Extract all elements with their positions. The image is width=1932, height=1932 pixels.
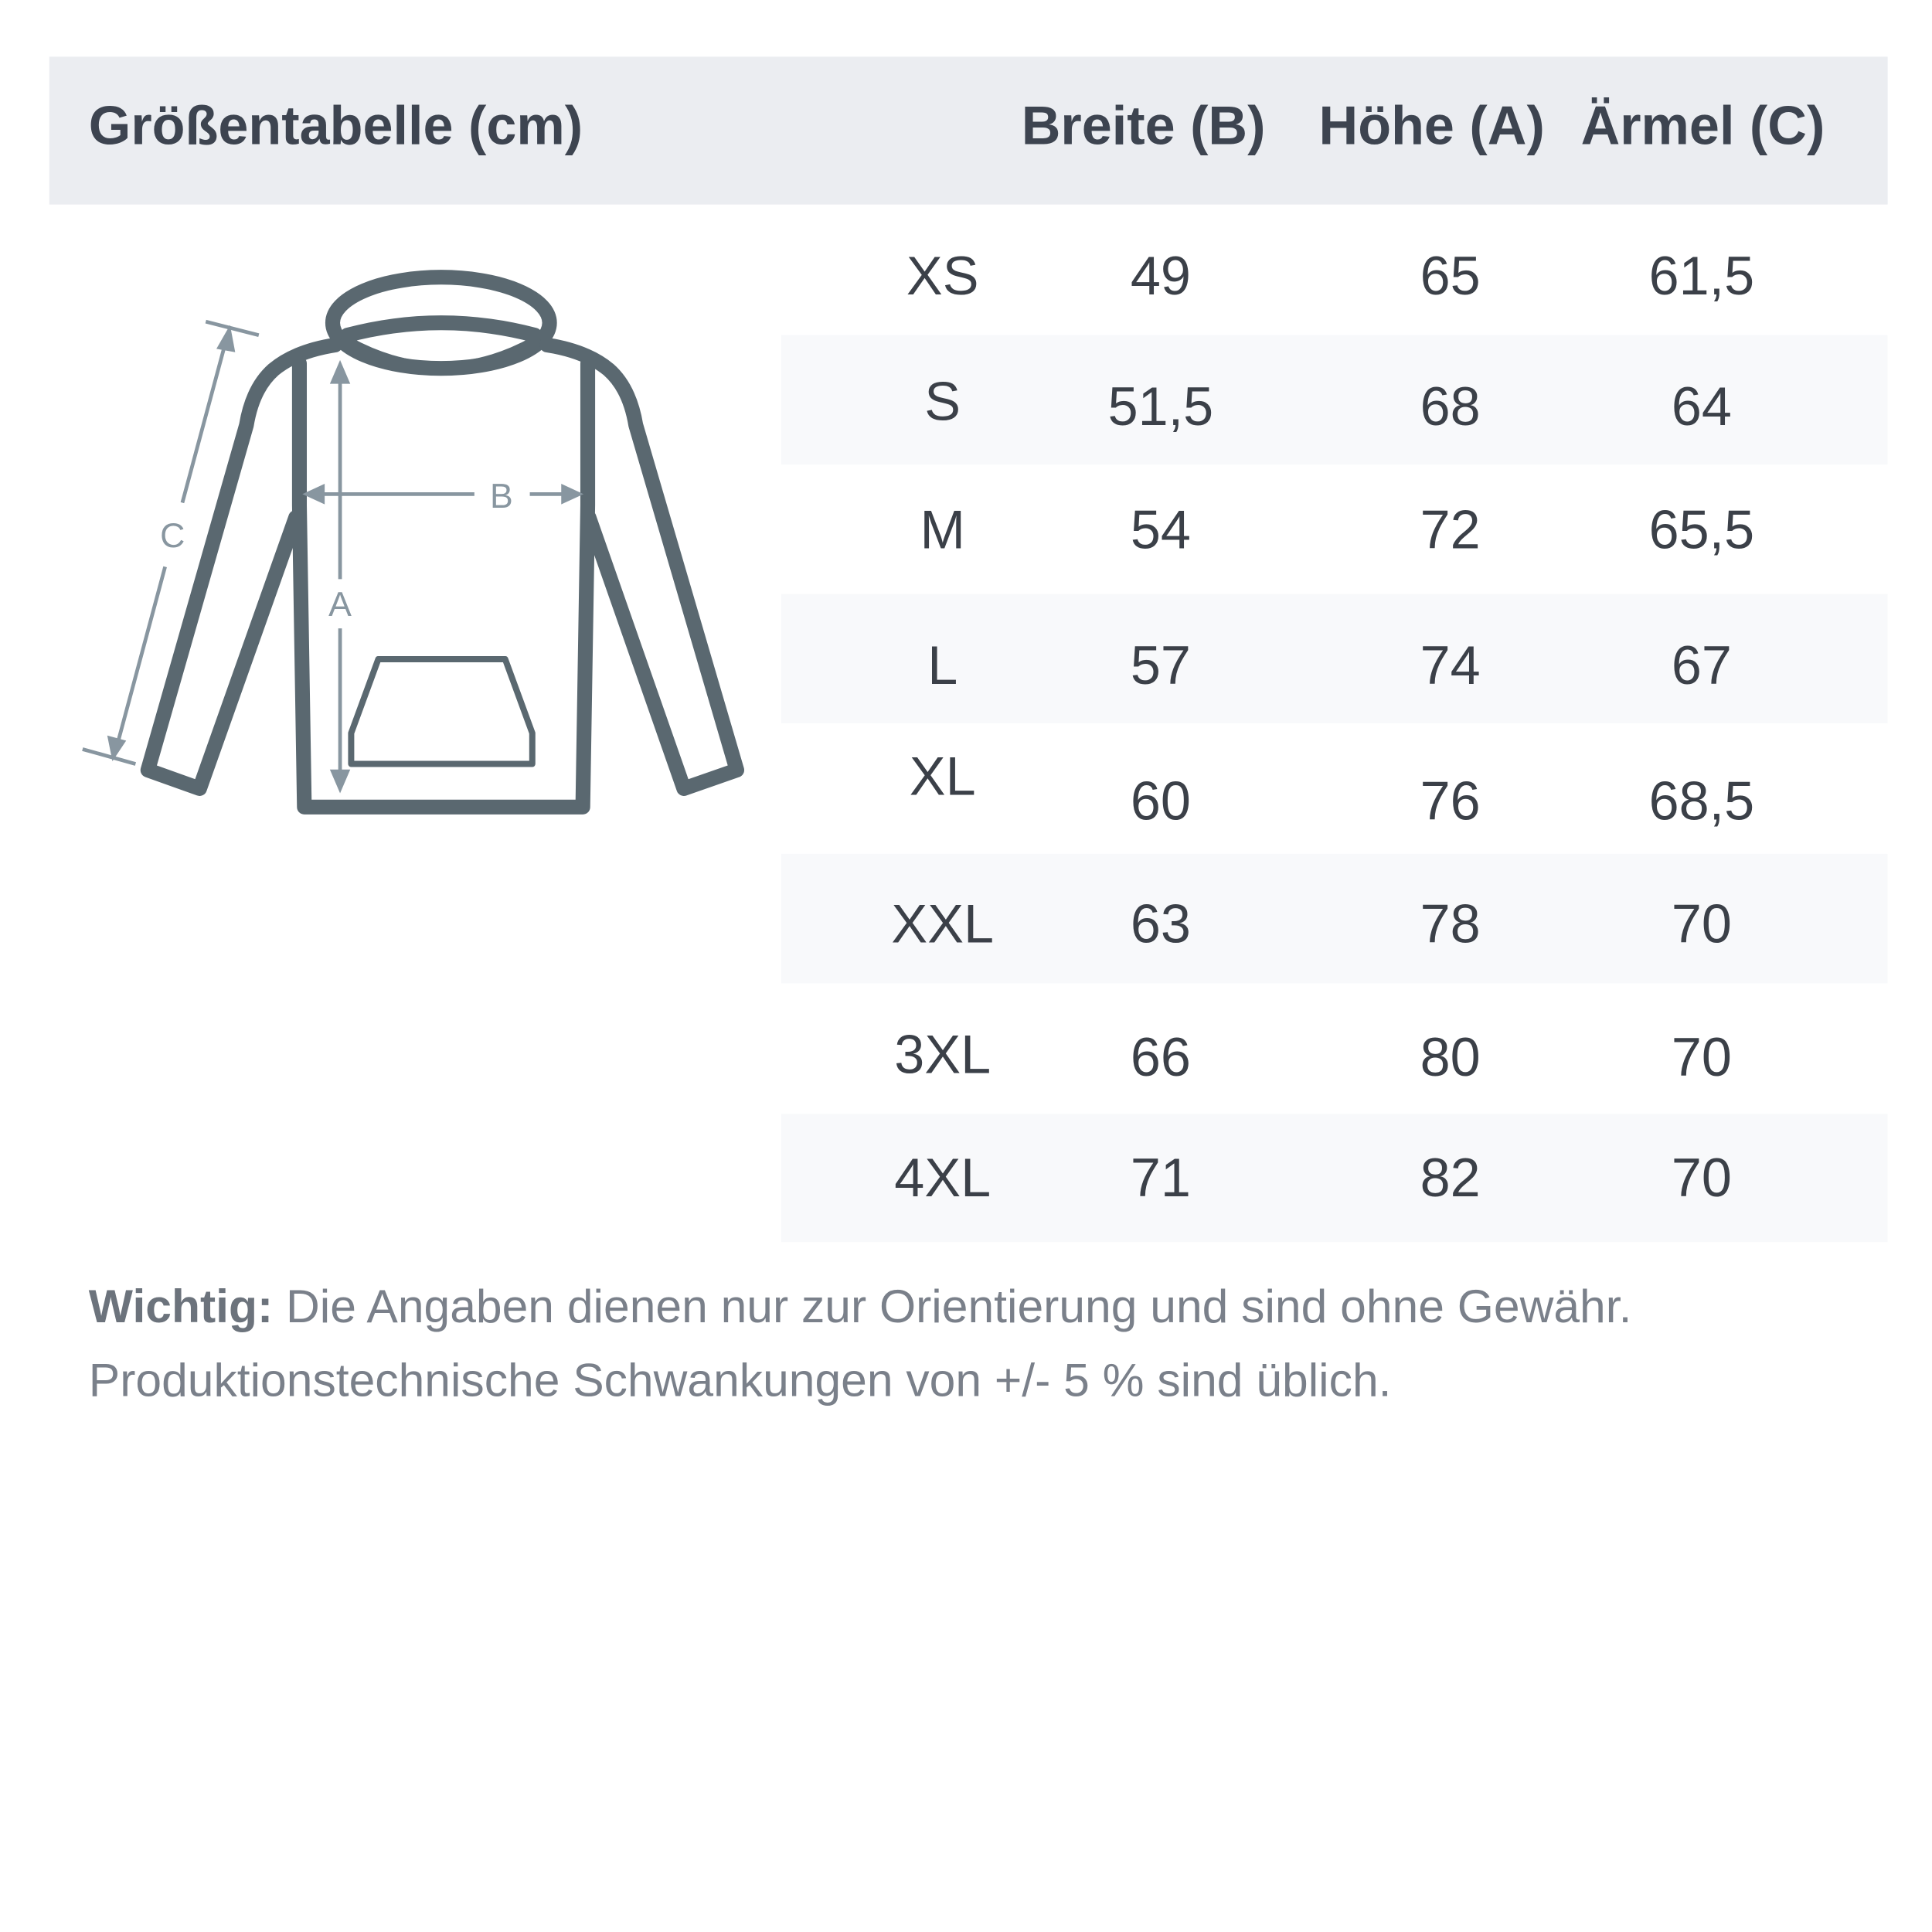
column-header-aermel: Ärmel (C) [1580, 96, 1825, 157]
cell-aermel: 67 [1671, 635, 1732, 696]
cell-hoehe: 78 [1420, 894, 1481, 955]
cell-aermel: 61,5 [1648, 246, 1755, 308]
measurement-arrows [82, 319, 584, 794]
note-text-1: Die Angaben dienen nur zur Orientierung … [273, 1281, 1632, 1334]
cell-breite: 51,5 [1107, 376, 1214, 438]
cell-breite: 66 [1130, 1027, 1191, 1088]
cell-hoehe: 72 [1420, 500, 1481, 561]
cell-size: M [920, 500, 965, 561]
cell-hoehe: 76 [1420, 771, 1481, 832]
table-row: XS 49 65 61,5 [781, 209, 1888, 335]
label-a: A [328, 586, 352, 624]
cell-hoehe: 74 [1420, 635, 1481, 696]
cell-hoehe: 80 [1420, 1027, 1481, 1088]
cell-aermel: 70 [1671, 1027, 1732, 1088]
cell-breite: 57 [1130, 635, 1191, 696]
cell-aermel: 65,5 [1648, 500, 1755, 561]
cell-hoehe: 82 [1420, 1148, 1481, 1209]
table-row: 3XL 66 80 70 [781, 983, 1888, 1114]
cell-aermel: 68,5 [1648, 771, 1755, 832]
table-header [49, 56, 1888, 205]
cell-breite: 49 [1130, 246, 1191, 308]
cell-hoehe: 68 [1420, 376, 1481, 438]
cell-size: 4XL [894, 1148, 992, 1209]
cell-size: S [924, 372, 961, 433]
hoodie-diagram: A B C [82, 270, 745, 815]
cell-size: XS [906, 246, 979, 308]
label-c: C [160, 517, 185, 555]
cell-size: 3XL [894, 1025, 992, 1086]
cell-size: L [927, 635, 958, 696]
page-title: Größentabelle (cm) [88, 96, 583, 157]
table-row: L 57 74 67 [781, 594, 1888, 723]
table-row: S 51,5 68 64 [781, 335, 1888, 465]
cell-size: XXL [891, 894, 995, 955]
note-bold: Wichtig: [88, 1281, 274, 1334]
cell-size: XL [909, 747, 976, 808]
note-line-1: Wichtig: Die Angaben dienen nur zur Orie… [89, 1281, 1632, 1335]
cell-breite: 63 [1130, 894, 1191, 955]
cell-aermel: 64 [1671, 376, 1732, 438]
column-header-breite: Breite (B) [1021, 96, 1266, 157]
note-line-2: Produktionstechnische Schwankungen von +… [88, 1355, 1392, 1407]
table-row: 4XL 71 82 70 [781, 1114, 1888, 1243]
column-header-hoehe: Höhe (A) [1318, 96, 1545, 157]
cell-aermel: 70 [1671, 1148, 1732, 1209]
cell-breite: 54 [1130, 500, 1191, 561]
cell-breite: 71 [1130, 1148, 1191, 1209]
cell-aermel: 70 [1671, 894, 1732, 955]
table-row: M 54 72 65,5 [781, 464, 1888, 594]
label-b: B [490, 478, 513, 515]
cell-breite: 60 [1130, 771, 1191, 832]
hoodie-outline-icon [140, 270, 745, 815]
cell-hoehe: 65 [1420, 246, 1481, 308]
table-row: XL 60 76 68,5 [781, 723, 1888, 854]
table-row: XXL 63 78 70 [781, 853, 1888, 984]
